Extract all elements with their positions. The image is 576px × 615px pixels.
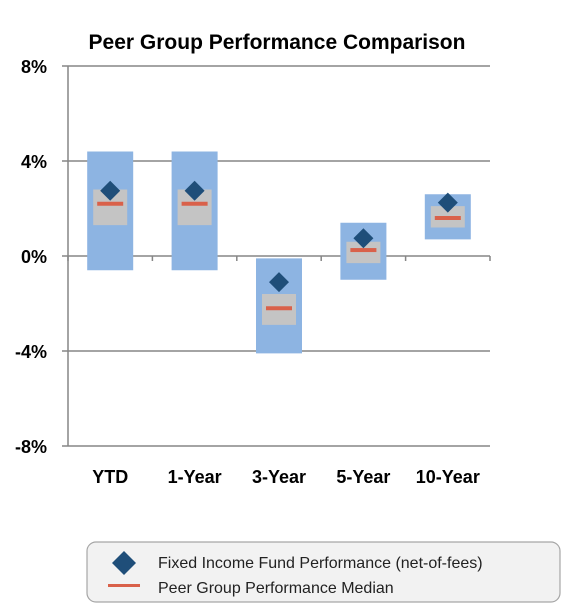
legend-label-median: Peer Group Performance Median xyxy=(158,580,394,597)
legend-label-fund: Fixed Income Fund Performance (net-of-fe… xyxy=(158,555,483,572)
y-tick-label: -4% xyxy=(15,342,47,362)
legend-median-line-icon xyxy=(108,584,140,587)
fund-performance-point xyxy=(437,192,458,213)
x-tick-label: 3-Year xyxy=(252,467,306,487)
y-tick-label: 8% xyxy=(21,57,47,77)
y-tick-label: -8% xyxy=(15,437,47,457)
series-layer xyxy=(87,151,471,354)
legend-box xyxy=(86,541,561,603)
median-marker xyxy=(97,201,124,206)
x-tick-labels: YTD 1-Year 3-Year 5-Year 10-Year xyxy=(92,467,480,487)
fund-performance-point xyxy=(353,228,374,249)
interquartile-box xyxy=(346,241,381,264)
y-axis xyxy=(62,65,491,447)
fund-performance-point xyxy=(269,272,289,293)
x-tick-label: YTD xyxy=(92,467,128,487)
y-tick-label: 4% xyxy=(21,152,47,172)
x-tick-label: 5-Year xyxy=(336,467,390,487)
y-tick-labels: 8% 4% 0% -4% -8% xyxy=(15,57,47,457)
legend: Fixed Income Fund Performance (net-of-fe… xyxy=(86,541,561,603)
fund-performance-point xyxy=(184,180,205,201)
median-marker xyxy=(181,201,208,206)
median-marker xyxy=(266,306,292,311)
gridlines xyxy=(68,65,490,447)
legend-diamond-icon xyxy=(112,551,136,575)
y-tick-label: 0% xyxy=(21,247,47,267)
chart-title: Peer Group Performance Comparison xyxy=(89,31,466,54)
x-tick-label: 1-Year xyxy=(168,467,222,487)
fund-performance-point xyxy=(100,180,121,201)
median-marker xyxy=(350,248,377,253)
median-marker xyxy=(434,216,461,220)
x-tick-label: 10-Year xyxy=(416,467,480,487)
